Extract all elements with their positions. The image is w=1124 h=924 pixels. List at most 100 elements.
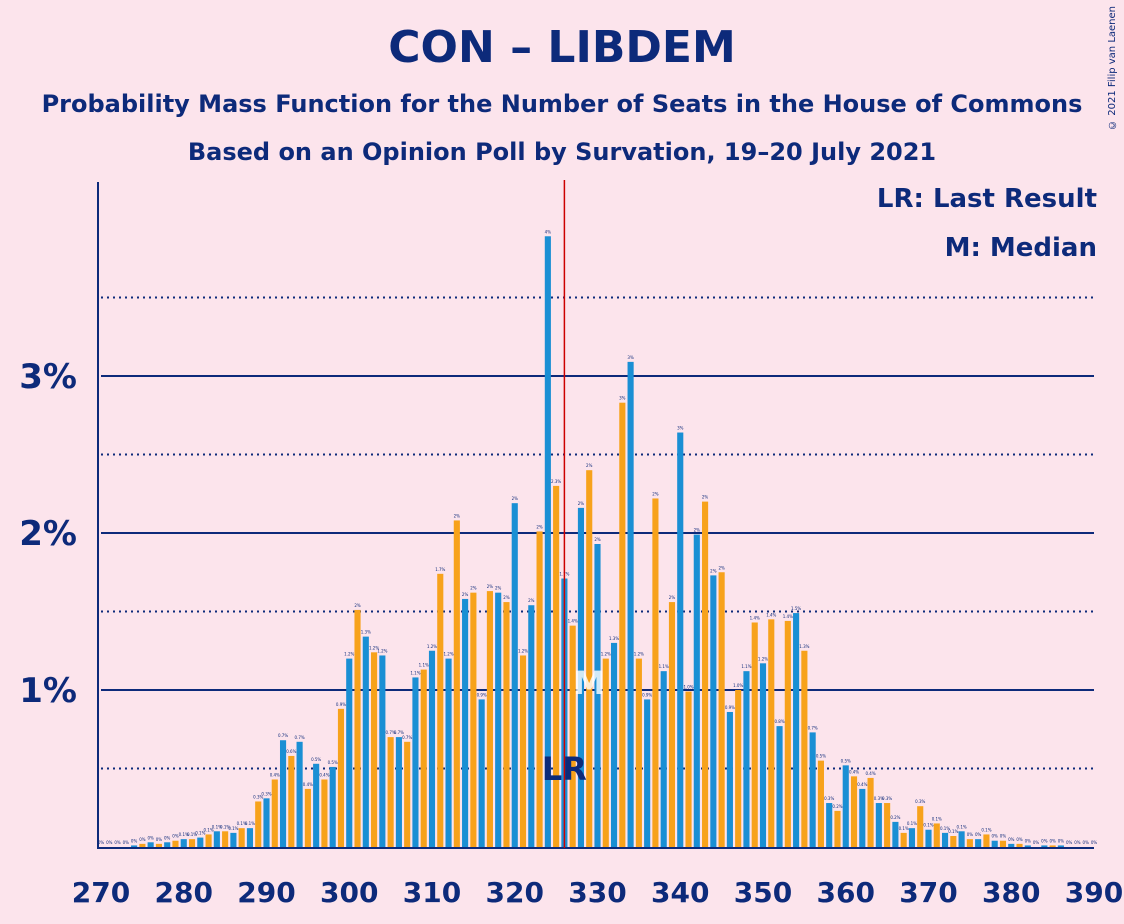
x-tick-300: 300 xyxy=(320,876,378,909)
bar-label-363: 0.4% xyxy=(865,771,875,776)
bar-label-387: 0% xyxy=(1066,840,1073,845)
bar-label-355: 1.3% xyxy=(799,644,809,649)
bar-370 xyxy=(925,829,932,847)
bar-278 xyxy=(164,842,171,847)
bar-label-291: 0.4% xyxy=(270,772,280,777)
median-label: M xyxy=(573,664,605,702)
bar-292 xyxy=(279,740,287,847)
bar-label-309: 1.1% xyxy=(419,663,429,668)
bar-label-333: 3% xyxy=(619,396,626,401)
bar-label-388: 0% xyxy=(1074,840,1081,845)
bar-label-386: 0% xyxy=(1058,838,1065,843)
bar-label-287: 0.1% xyxy=(237,821,247,826)
bar-label-321: 1.2% xyxy=(518,648,528,653)
bar-308 xyxy=(412,677,419,847)
bar-label-289: 0.3% xyxy=(253,794,263,799)
bar-label-360: 0.5% xyxy=(841,758,851,763)
bar-label-365: 0.3% xyxy=(882,796,892,801)
bar-293 xyxy=(288,755,295,847)
bar-label-381: 0% xyxy=(1016,837,1023,842)
bar-365 xyxy=(884,803,891,847)
bar-label-390: 0% xyxy=(1091,840,1098,845)
bar-334 xyxy=(627,361,634,847)
bar-label-295: 0.4% xyxy=(303,782,313,787)
bar-label-373: 0.1% xyxy=(948,829,958,834)
bar-288 xyxy=(246,828,254,847)
x-tick-310: 310 xyxy=(403,876,461,909)
bar-label-282: 0.1% xyxy=(195,831,205,836)
y-tick-2%: 2% xyxy=(19,514,77,554)
bar-348 xyxy=(743,671,750,847)
bar-354 xyxy=(793,613,800,847)
bar-316 xyxy=(478,699,485,847)
bar-label-312: 1.2% xyxy=(443,652,453,657)
bar-310 xyxy=(428,650,436,847)
bar-label-276: 0% xyxy=(147,835,154,840)
bar-label-320: 2% xyxy=(512,496,519,501)
bar-306 xyxy=(395,737,402,847)
bar-label-342: 2% xyxy=(694,528,701,533)
bar-label-313: 2% xyxy=(454,513,461,518)
bar-284 xyxy=(213,831,220,847)
bar-label-307: 0.7% xyxy=(402,735,412,740)
bar-279 xyxy=(172,840,179,847)
bar-label-303: 1.2% xyxy=(369,645,379,650)
x-tick-390: 390 xyxy=(1065,876,1123,909)
x-tick-340: 340 xyxy=(651,876,709,909)
bar-345 xyxy=(718,572,725,847)
bar-338 xyxy=(660,671,667,847)
bar-label-347: 1.0% xyxy=(733,683,743,688)
bar-386 xyxy=(1057,845,1064,847)
bar-label-382: 0% xyxy=(1025,838,1032,843)
bar-label-348: 1.1% xyxy=(741,664,751,669)
bar-label-370: 0.1% xyxy=(923,823,933,828)
bar-label-384: 0% xyxy=(1041,838,1048,843)
bar-label-273: 0% xyxy=(123,840,130,845)
bar-305 xyxy=(387,737,394,847)
bar-322 xyxy=(528,605,535,847)
bar-label-314: 2% xyxy=(462,592,469,597)
bar-331 xyxy=(602,658,609,847)
bar-label-337: 2% xyxy=(652,491,659,496)
bar-label-385: 0% xyxy=(1049,838,1056,843)
bar-319 xyxy=(503,602,510,847)
x-tick-290: 290 xyxy=(237,876,295,909)
bar-label-317: 2% xyxy=(487,584,494,589)
bar-304 xyxy=(379,655,386,847)
y-tick-1%: 1% xyxy=(19,671,77,711)
bar-label-285: 0.1% xyxy=(220,824,230,829)
bar-label-345: 2% xyxy=(718,565,725,570)
bar-label-311: 1.7% xyxy=(435,567,445,572)
bar-label-338: 1.1% xyxy=(659,664,669,669)
bar-label-340: 3% xyxy=(677,426,684,431)
bar-label-286: 0.1% xyxy=(228,826,238,831)
chart-subtitle-poll: Based on an Opinion Poll by Survation, 1… xyxy=(187,138,937,166)
bar-298 xyxy=(329,766,336,847)
bar-label-299: 0.9% xyxy=(336,702,346,707)
bar-label-367: 0.1% xyxy=(899,826,909,831)
bar-label-352: 0.8% xyxy=(774,719,784,724)
bar-342 xyxy=(693,534,700,847)
y-tick-labels: 1% 2% 3% xyxy=(19,357,77,711)
bar-label-357: 0.5% xyxy=(816,754,826,759)
bar-332 xyxy=(610,642,618,847)
bar-label-343: 2% xyxy=(702,495,709,500)
bar-325 xyxy=(553,485,560,847)
bar-320 xyxy=(511,503,518,847)
bar-351 xyxy=(768,619,775,847)
bar-356 xyxy=(809,732,816,847)
bar-label-300: 1.2% xyxy=(344,652,354,657)
bar-285 xyxy=(222,831,229,847)
bar-296 xyxy=(313,763,320,847)
bar-371 xyxy=(933,823,940,847)
markers: LR M xyxy=(542,180,605,848)
bar-307 xyxy=(404,741,411,847)
bar-313 xyxy=(453,520,460,847)
bar-300 xyxy=(346,658,353,847)
bar-label-377: 0.1% xyxy=(981,827,991,832)
bar-label-339: 2% xyxy=(669,595,676,600)
bar-376 xyxy=(975,839,982,847)
bar-364 xyxy=(875,803,882,847)
bar-276 xyxy=(147,842,154,847)
bar-291 xyxy=(271,779,278,847)
